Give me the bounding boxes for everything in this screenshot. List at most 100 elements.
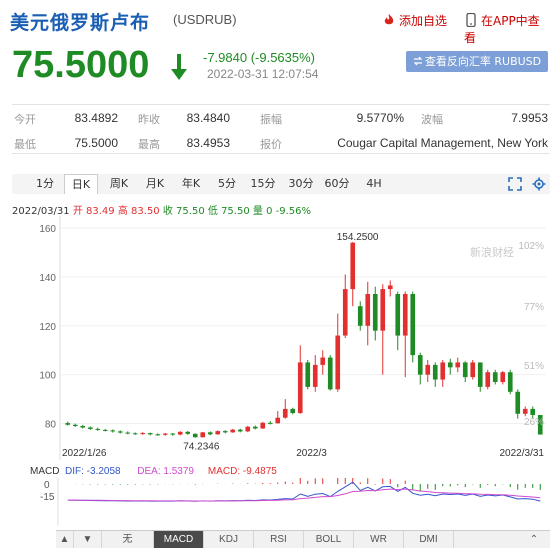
candle-body bbox=[492, 372, 498, 382]
scroll-left-button[interactable]: ▲ bbox=[56, 531, 74, 548]
candle-body bbox=[410, 294, 416, 356]
candle-body bbox=[177, 431, 183, 435]
high-value: 83.4953 bbox=[186, 136, 230, 150]
indicator-kdj[interactable]: KDJ bbox=[204, 531, 254, 548]
candle-body bbox=[290, 408, 296, 414]
candle-body bbox=[372, 294, 378, 331]
ohlc-close-label: 收 bbox=[162, 206, 173, 217]
tab-15min[interactable]: 15分 bbox=[250, 177, 276, 190]
tab-yearly-k[interactable]: 年K bbox=[181, 177, 201, 190]
candle-body bbox=[65, 423, 71, 425]
candle-body bbox=[245, 426, 251, 432]
y-right-tick-label: 26% bbox=[524, 417, 544, 428]
macd-tick-neg15: -15 bbox=[40, 492, 55, 503]
candle-body bbox=[275, 417, 281, 424]
candle-body bbox=[282, 408, 288, 418]
candle-body bbox=[335, 335, 341, 390]
down-arrow-icon bbox=[171, 54, 187, 80]
candle-body bbox=[387, 285, 393, 290]
add-watchlist-link[interactable]: 添加自选 bbox=[382, 12, 447, 29]
reverse-rate-button[interactable]: 查看反向汇率 RUBUSD bbox=[406, 51, 548, 72]
indicator-none[interactable]: 无 bbox=[102, 531, 154, 548]
macd-label: MACD bbox=[30, 466, 60, 477]
candle-body bbox=[357, 306, 363, 326]
ohlc-high-label: 高 bbox=[117, 206, 128, 217]
fullscreen-icon[interactable] bbox=[508, 177, 522, 191]
amplitude-value: 9.5770% bbox=[356, 111, 404, 125]
x-tick-label: 2022/3 bbox=[296, 448, 327, 459]
macd-value: MACD: -9.4875 bbox=[207, 466, 277, 477]
ohlc-close: 75.50 bbox=[176, 206, 205, 217]
ohlc-open: 83.49 bbox=[86, 206, 115, 217]
collapse-button[interactable]: ⌃ bbox=[529, 534, 539, 545]
x-tick-label: 2022/1/26 bbox=[62, 448, 107, 459]
tab-1min[interactable]: 1分 bbox=[36, 177, 54, 190]
candle-body bbox=[297, 362, 303, 414]
quote-source: Cougar Capital Management, New York bbox=[337, 136, 548, 150]
period-tabs: 1分 日K 周K 月K 年K 5分 15分 30分 60分 4H bbox=[12, 174, 550, 194]
tab-monthly-k[interactable]: 月K bbox=[145, 177, 165, 190]
ohlc-info: 2022/03/31 开 83.49 高 83.50 收 75.50 低 75.… bbox=[12, 202, 311, 217]
candle-body bbox=[147, 433, 153, 435]
range-value: 7.9953 bbox=[511, 111, 548, 125]
y-tick-label: 100 bbox=[39, 371, 56, 382]
candle-body bbox=[485, 372, 491, 387]
y-tick-label: 140 bbox=[39, 273, 56, 284]
candle-body bbox=[117, 431, 123, 433]
tab-weekly-k[interactable]: 周K bbox=[109, 177, 129, 190]
watermark: 新浪财经 bbox=[470, 245, 514, 259]
candle-body bbox=[80, 426, 86, 428]
candle-body bbox=[342, 289, 348, 336]
ohlc-low-label: 低 bbox=[207, 206, 218, 217]
symbol-code: (USDRUB) bbox=[173, 12, 237, 27]
indicator-dmi[interactable]: DMI bbox=[404, 531, 454, 548]
y-right-tick-label: 77% bbox=[524, 302, 544, 313]
range-label: 波幅 bbox=[421, 113, 443, 126]
indicator-boll[interactable]: BOLL bbox=[304, 531, 354, 548]
candle-body bbox=[155, 434, 161, 436]
app-view-link[interactable]: 在APP中查看 bbox=[464, 13, 540, 45]
macd-chart: 0 -15 bbox=[40, 478, 541, 526]
indicator-rsi[interactable]: RSI bbox=[254, 531, 304, 548]
ohlc-date: 2022/03/31 bbox=[12, 206, 70, 217]
candle-body bbox=[515, 391, 521, 414]
candle-body bbox=[230, 429, 236, 433]
settings-icon[interactable] bbox=[532, 177, 546, 191]
candle-body bbox=[507, 372, 513, 392]
tab-daily-k[interactable]: 日K bbox=[64, 174, 98, 194]
candle-body bbox=[470, 362, 476, 378]
indicator-macd[interactable]: MACD bbox=[154, 531, 204, 548]
candle-body bbox=[432, 364, 438, 380]
y-tick-label: 120 bbox=[39, 322, 56, 333]
tab-30min[interactable]: 30分 bbox=[288, 177, 314, 190]
quote-label: 报价 bbox=[260, 138, 282, 151]
open-label: 今开 bbox=[14, 113, 36, 126]
candle-body bbox=[170, 433, 176, 435]
tab-60min[interactable]: 60分 bbox=[324, 177, 350, 190]
candle-body bbox=[365, 294, 371, 326]
x-tick-label: 2022/3/31 bbox=[500, 448, 545, 459]
ohlc-vol-label: 量 bbox=[252, 206, 263, 217]
candle-body bbox=[102, 429, 108, 431]
macd-tick-0: 0 bbox=[44, 480, 50, 491]
candle-body bbox=[380, 289, 386, 331]
ohlc-vol: 0 bbox=[266, 206, 273, 217]
tab-4h[interactable]: 4H bbox=[366, 177, 382, 190]
scroll-down-button[interactable]: ▼ bbox=[74, 531, 102, 548]
candle-body bbox=[477, 362, 483, 387]
candle-body bbox=[417, 355, 423, 375]
candle-body bbox=[222, 431, 228, 433]
phone-icon bbox=[466, 13, 476, 27]
amplitude-label: 振幅 bbox=[260, 113, 282, 126]
candle-body bbox=[215, 431, 221, 435]
candle-body bbox=[462, 362, 468, 378]
stats-table: 今开 83.4892 昨收 83.4840 振幅 9.5770% 波幅 7.99… bbox=[12, 104, 550, 154]
candle-body bbox=[395, 294, 401, 336]
candle-body bbox=[252, 426, 258, 429]
candle-body bbox=[327, 357, 333, 390]
indicator-wr[interactable]: WR bbox=[354, 531, 404, 548]
candlestick-chart[interactable]: 新浪财经 80 100 120 140 160 102% 77% 51% 26% 154.2500… bbox=[0, 216, 550, 460]
tab-5min[interactable]: 5分 bbox=[218, 177, 236, 190]
candle-body bbox=[447, 362, 453, 368]
candle-body bbox=[500, 372, 506, 382]
